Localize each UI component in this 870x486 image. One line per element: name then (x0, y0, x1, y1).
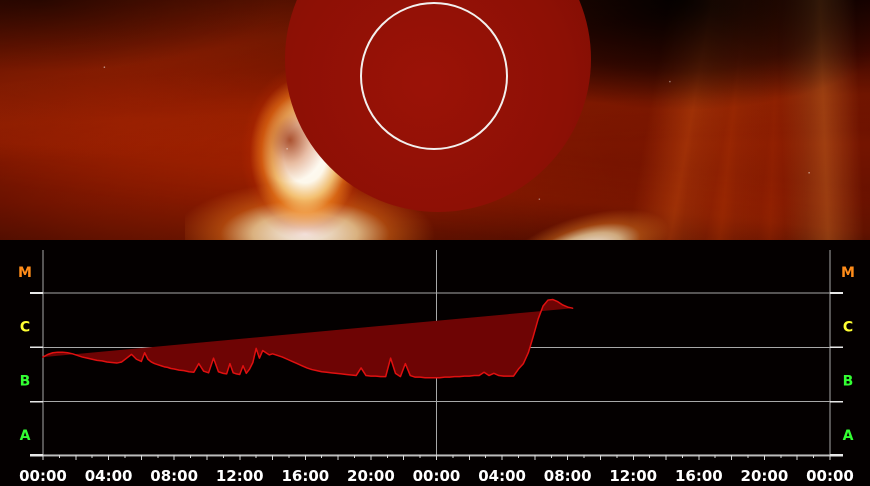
ylabel-right-B: B (843, 374, 854, 390)
xlabel: 16:00 (675, 467, 723, 485)
xaxis-labels: 00:00 04:00 08:00 12:00 16:00 20:00 00:00 04:00… (19, 467, 854, 485)
xlabel: 20:00 (741, 467, 789, 485)
xlabel: 16:00 (281, 467, 329, 485)
xlabel: 00:00 (413, 467, 461, 485)
yaxis-labels-right: M C B A (841, 265, 855, 444)
xlabel: 08:00 (150, 467, 198, 485)
ylabel-left-M: M (18, 265, 32, 281)
xlabel: 08:00 (544, 467, 592, 485)
corona-star-speckles (0, 0, 870, 240)
yaxis-labels-left: M C B A (18, 265, 32, 444)
ylabel-left-B: B (20, 374, 31, 390)
flux-line (42, 298, 574, 379)
xlabel: 04:00 (85, 467, 133, 485)
xray-flux-plot-svg: M C B A M C B A 00:00 04:00 08:00 12:00 16:00 20:00… (0, 240, 870, 486)
ylabel-right-C: C (843, 319, 853, 335)
xlabel: 00:00 (19, 467, 67, 485)
ylabel-left-C: C (20, 319, 30, 335)
xlabel: 04:00 (478, 467, 526, 485)
plot-xaxis-ticks (30, 292, 843, 460)
ylabel-right-M: M (841, 265, 855, 281)
xlabel: 00:00 (806, 467, 854, 485)
xlabel: 12:00 (216, 467, 264, 485)
xlabel: 20:00 (347, 467, 395, 485)
xray-flux-chart: M C B A M C B A 00:00 04:00 08:00 12:00 16:00 20:00… (0, 240, 870, 486)
ylabel-left-A: A (20, 428, 31, 444)
ylabel-right-A: A (843, 428, 854, 444)
xlabel: 12:00 (609, 467, 657, 485)
flux-area-fill (43, 299, 573, 378)
coronagraph-image (0, 0, 870, 240)
